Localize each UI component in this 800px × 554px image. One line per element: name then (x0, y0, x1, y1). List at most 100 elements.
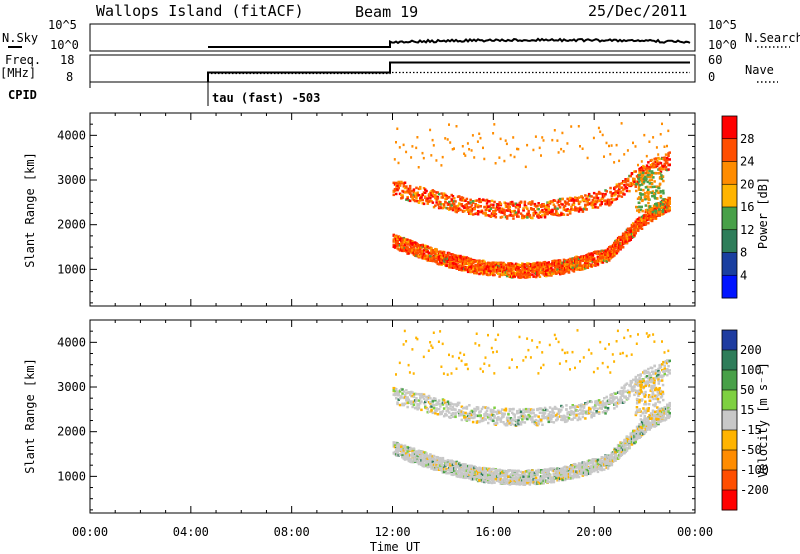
echo-point (633, 178, 636, 181)
echo-point (531, 217, 534, 220)
echo-point (500, 420, 503, 423)
nsearch-label: N.Search (745, 31, 800, 45)
echo-point (666, 159, 669, 162)
echo-point (522, 475, 525, 478)
echo-point (496, 350, 498, 353)
echo-point (589, 260, 592, 263)
echo-point (476, 333, 478, 336)
echo-point (653, 195, 656, 198)
echo-point (461, 360, 463, 363)
echo-point (477, 140, 479, 143)
echo-point (435, 249, 438, 252)
echo-point (433, 455, 436, 458)
echo-point (525, 273, 528, 276)
echo-point (497, 203, 500, 206)
echo-point (559, 198, 562, 201)
power-ylabel: Slant Range [km] (23, 152, 37, 268)
echo-point (584, 204, 587, 207)
echo-point (468, 404, 471, 407)
echo-point (525, 356, 527, 359)
echo-point (573, 201, 576, 204)
echo-point (561, 132, 563, 135)
echo-point (521, 421, 524, 424)
echo-point (429, 129, 431, 132)
echo-point (541, 424, 544, 427)
echo-point (478, 344, 480, 347)
echo-point (443, 206, 446, 209)
echo-point (647, 193, 650, 196)
echo-point (461, 419, 464, 422)
y-tick-label: 3000 (57, 173, 86, 187)
echo-point (515, 476, 518, 479)
nsky-panel-frame (90, 24, 695, 51)
echo-point (418, 194, 421, 197)
date-title: 25/Dec/2011 (588, 2, 687, 20)
echo-point (614, 193, 617, 196)
echo-point (480, 414, 483, 417)
echo-point (505, 139, 507, 142)
echo-point (548, 481, 551, 484)
echo-point (652, 136, 654, 139)
echo-point (474, 264, 477, 267)
echo-point (618, 183, 621, 186)
echo-point (635, 170, 638, 173)
echo-point (666, 157, 669, 160)
echo-point (532, 412, 535, 415)
echo-point (425, 190, 428, 193)
echo-point (487, 407, 490, 410)
echo-point (539, 147, 541, 150)
echo-point (471, 210, 474, 213)
echo-point (393, 194, 396, 197)
echo-point (635, 206, 638, 209)
echo-point (399, 362, 401, 365)
echo-point (654, 203, 657, 206)
echo-point (428, 466, 431, 469)
echo-point (644, 192, 647, 195)
echo-point (655, 157, 658, 160)
echo-point (539, 341, 541, 344)
echo-point (400, 395, 403, 398)
echo-point (433, 407, 436, 410)
echo-point (578, 125, 580, 128)
echo-point (647, 189, 650, 192)
echo-point (492, 206, 495, 209)
echo-point (404, 402, 407, 405)
echo-point (553, 213, 556, 216)
echo-point (469, 199, 472, 202)
echo-point (458, 195, 461, 198)
echo-point (655, 189, 658, 192)
echo-point (493, 123, 495, 126)
echo-point (554, 200, 557, 203)
echo-point (653, 206, 656, 209)
echo-point (662, 192, 665, 195)
power-heatmap (393, 122, 672, 279)
echo-point (415, 400, 418, 403)
echo-point (473, 207, 476, 210)
echo-point (595, 193, 598, 196)
echo-point (432, 201, 435, 204)
echo-point (646, 196, 649, 199)
echo-point (396, 128, 398, 131)
echo-point (428, 350, 430, 353)
echo-point (403, 343, 405, 346)
echo-point (554, 334, 556, 337)
echo-point (651, 174, 654, 177)
echo-point (444, 460, 447, 463)
echo-point (597, 263, 600, 266)
echo-point (579, 201, 582, 204)
echo-point (433, 332, 435, 335)
echo-point (471, 204, 474, 207)
echo-point (491, 215, 494, 218)
echo-point (617, 250, 620, 253)
echo-point (439, 330, 441, 333)
echo-point (495, 162, 497, 165)
echo-point (519, 336, 521, 339)
echo-point (433, 404, 436, 407)
echo-point (546, 213, 549, 216)
echo-point (468, 419, 471, 422)
echo-point (501, 216, 504, 219)
echo-point (396, 185, 399, 188)
echo-point (488, 200, 491, 203)
echo-point (415, 197, 418, 200)
echo-point (653, 180, 656, 183)
